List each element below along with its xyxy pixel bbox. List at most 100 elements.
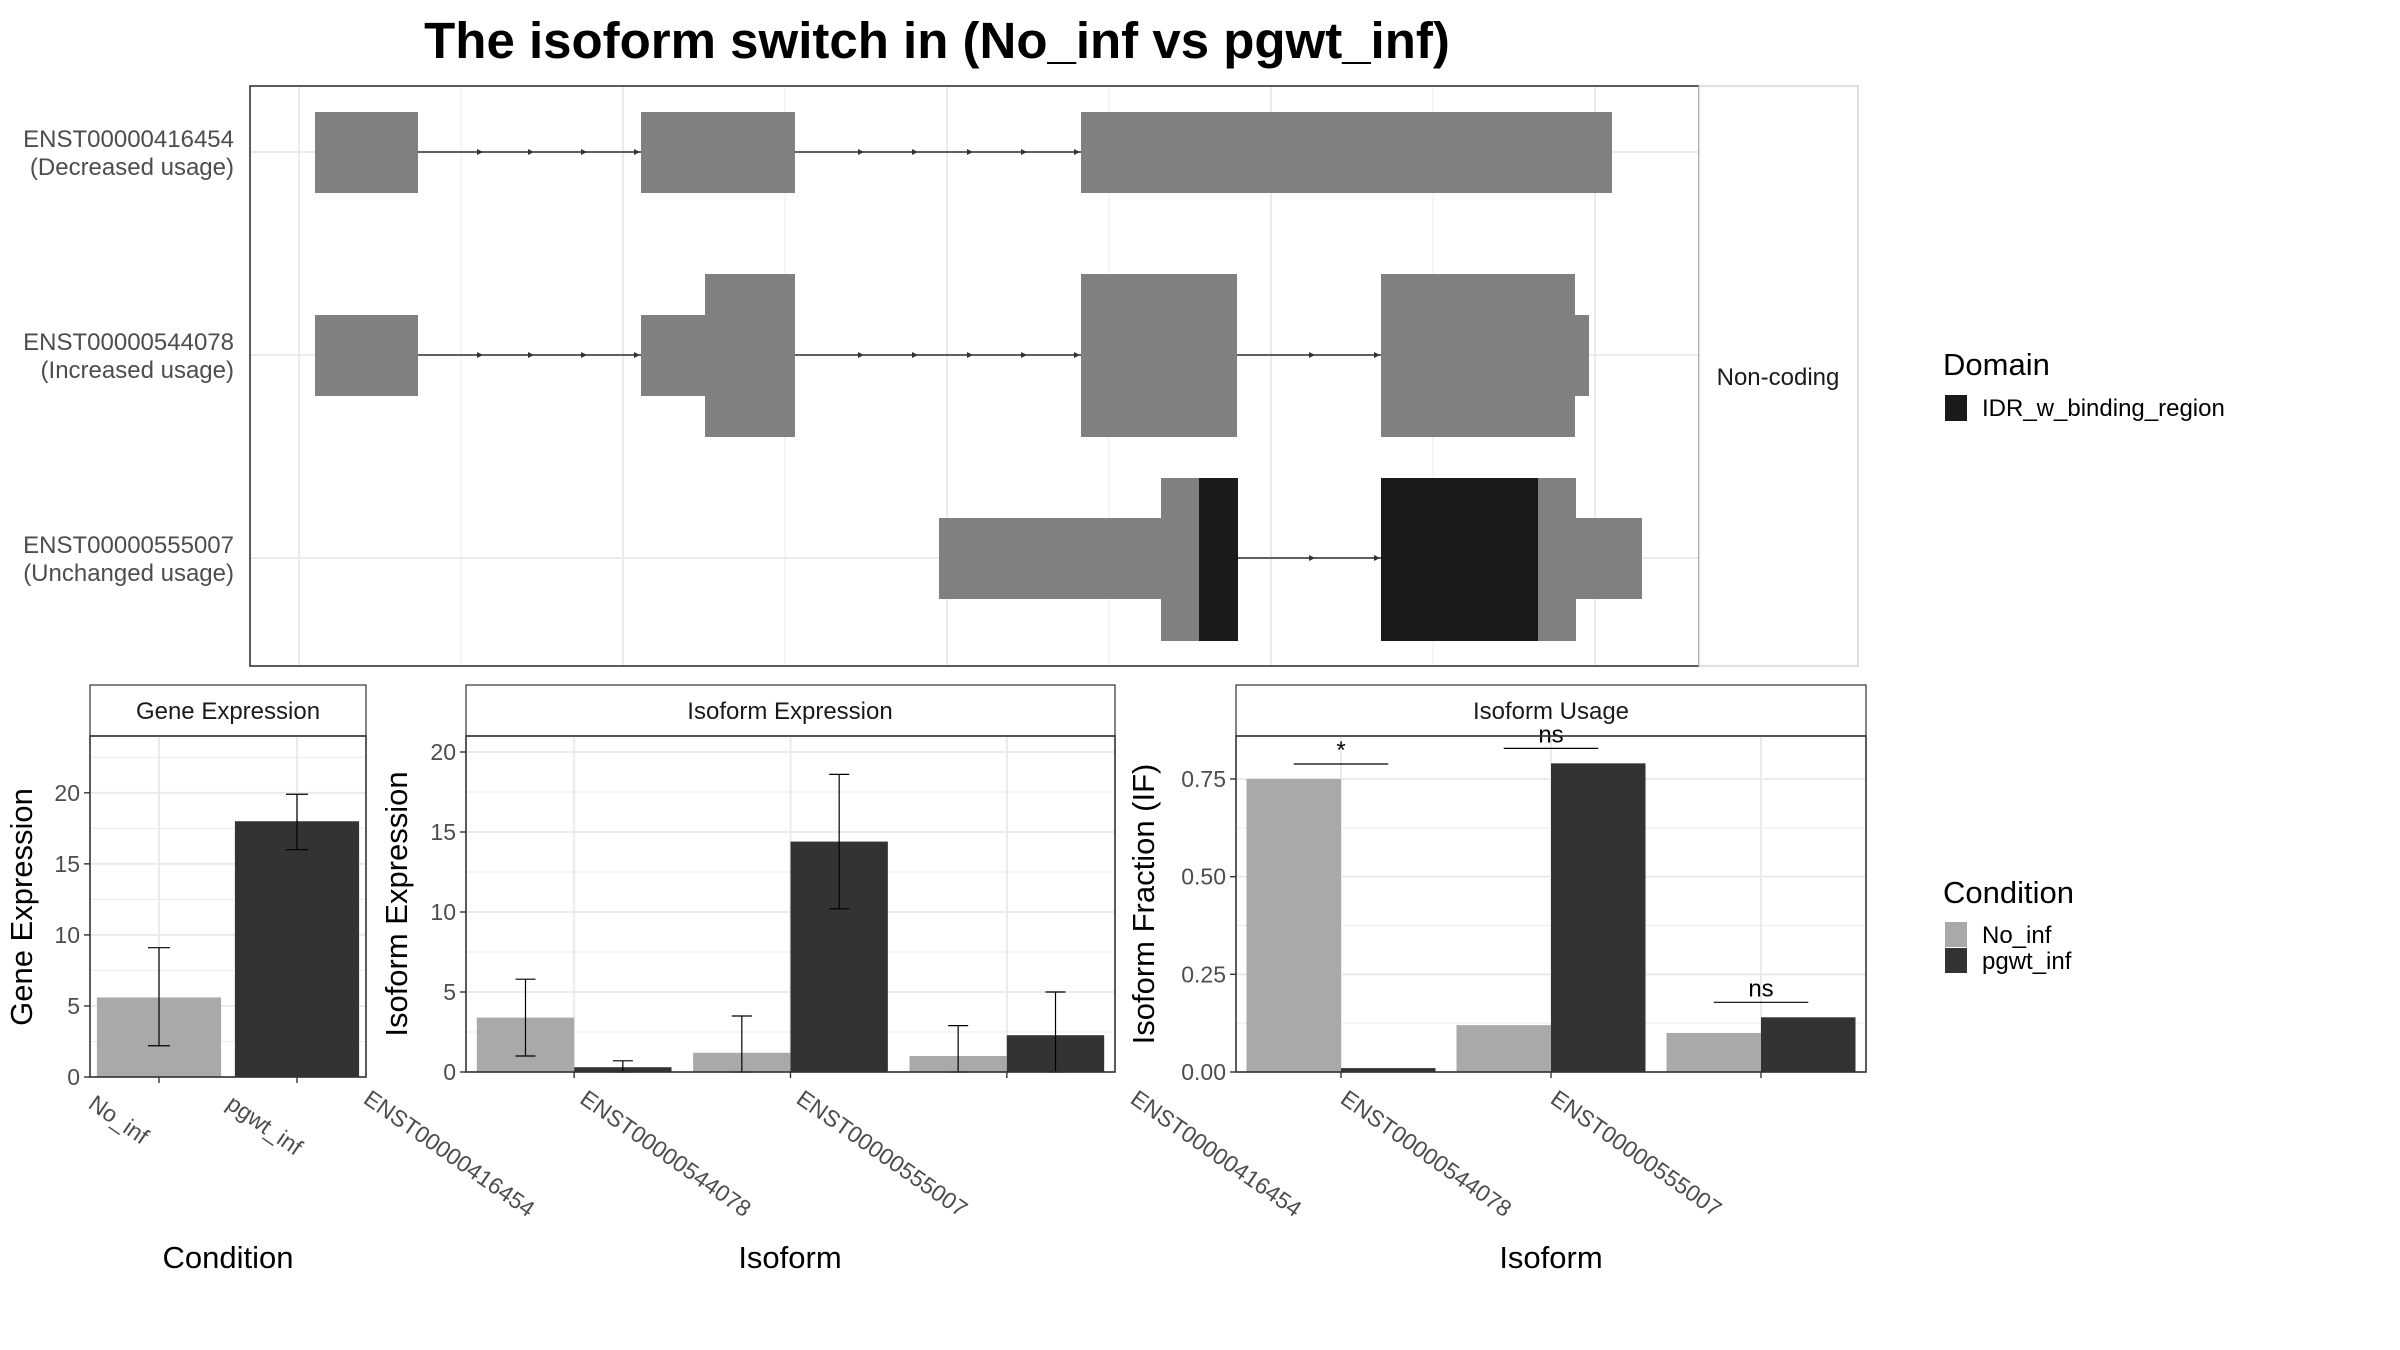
intron-arrow xyxy=(912,352,918,358)
intron-arrow xyxy=(1309,555,1315,561)
x-tick-label: No_inf xyxy=(84,1090,154,1150)
transcript-status-label: (Increased usage) xyxy=(41,357,234,384)
transcript-labels: ENST00000416454 (Decreased usage) ENST00… xyxy=(23,126,234,587)
exon xyxy=(315,315,418,396)
isoform-usage-strip-bg xyxy=(1235,684,1867,737)
condition-legend-title: Condition xyxy=(1943,875,2074,910)
intron-arrow xyxy=(477,149,483,155)
transcript-structure-panel: Non-coding ENST00000416454 (Decreased us… xyxy=(23,85,1859,667)
exon xyxy=(1161,478,1199,641)
gene-strip-bg xyxy=(89,684,367,737)
exon xyxy=(1081,112,1612,193)
condition-legend-swatch-pgwt-inf xyxy=(1945,948,1967,973)
x-tick-label: ENST00000544078 xyxy=(576,1085,756,1222)
condition-legend-label: pgwt_inf xyxy=(1982,948,2072,975)
isoform-expr-axis-ticks: 0 5 10 15 20 ENST00000416454 ENST00000544078 EN… xyxy=(359,739,1008,1222)
isoform-expr-bars xyxy=(476,773,1105,1073)
exon xyxy=(1199,478,1238,641)
isoform-usage-strip-label: Isoform Usage xyxy=(1473,698,1629,725)
y-tick-label: 15 xyxy=(430,819,456,845)
y-tick-label: 15 xyxy=(54,851,80,877)
exon xyxy=(939,518,1161,599)
y-tick-label: 0.00 xyxy=(1181,1059,1226,1085)
bar xyxy=(1246,778,1341,1072)
intron-arrow xyxy=(967,352,973,358)
isoform-expr-strip-bg xyxy=(465,684,1116,737)
bar xyxy=(1551,763,1646,1072)
condition-legend: Condition No_inf pgwt_inf xyxy=(1943,875,2074,975)
y-tick-label: 20 xyxy=(430,739,456,765)
bar xyxy=(1761,1017,1856,1072)
exon xyxy=(315,112,418,193)
bar xyxy=(1456,1025,1551,1072)
domain-legend-label: IDR_w_binding_region xyxy=(1982,395,2225,422)
intron-arrow xyxy=(634,352,640,358)
intron-arrow xyxy=(581,352,587,358)
bar xyxy=(234,821,360,1077)
bar xyxy=(1341,1068,1436,1072)
x-tick-label: ENST00000544078 xyxy=(1336,1085,1516,1222)
y-tick-label: 0 xyxy=(67,1064,80,1090)
intron-arrow xyxy=(581,149,587,155)
transcript-status-label: (Decreased usage) xyxy=(30,154,234,181)
exon xyxy=(1381,274,1575,437)
y-tick-label: 5 xyxy=(67,993,80,1019)
significance-label: ns xyxy=(1538,721,1563,748)
significance-label: * xyxy=(1336,737,1345,764)
intron-arrow xyxy=(1309,352,1315,358)
isoform-usage-bars: * ns ns xyxy=(1246,721,1856,1072)
isoform-expr-strip-label: Isoform Expression xyxy=(687,698,892,725)
chart-title: The isoform switch in (No_inf vs pgwt_in… xyxy=(424,12,1450,69)
exon xyxy=(1575,315,1589,396)
gene-y-axis-title: Gene Expression xyxy=(4,788,39,1026)
structure-facet-label: Non-coding xyxy=(1717,364,1840,391)
isoform-usage-y-axis-title: Isoform Fraction (IF) xyxy=(1126,764,1161,1045)
y-tick-label: 0.25 xyxy=(1181,961,1226,987)
domain-legend-swatch xyxy=(1945,395,1967,421)
exon xyxy=(1381,478,1538,641)
isoform-expr-x-axis-title: Isoform xyxy=(738,1240,841,1275)
intron-arrow xyxy=(912,149,918,155)
y-tick-label: 5 xyxy=(443,979,456,1005)
intron-arrow xyxy=(1374,352,1380,358)
gene-strip-label: Gene Expression xyxy=(136,698,320,725)
y-tick-label: 0.50 xyxy=(1181,864,1226,890)
intron-arrow xyxy=(858,149,864,155)
intron-arrow xyxy=(1021,149,1027,155)
exon xyxy=(1538,478,1576,641)
y-tick-label: 10 xyxy=(54,922,80,948)
isoform-expression-panel: Isoform Expression 0 5 10 15 20 ENST000004164… xyxy=(359,684,1116,1275)
transcript-id-label: ENST00000544078 xyxy=(23,329,234,356)
transcript-id-label: ENST00000416454 xyxy=(23,126,234,153)
transcript-status-label: (Unchanged usage) xyxy=(23,560,234,587)
gene-bars xyxy=(96,793,360,1077)
isoform-usage-panel: Isoform Usage * ns ns 0.00 0.25 0.50 0.75 ENST… xyxy=(1126,684,1867,1275)
exon xyxy=(1081,274,1237,437)
y-tick-label: 10 xyxy=(430,899,456,925)
intron-arrow xyxy=(1021,352,1027,358)
intron-arrow xyxy=(967,149,973,155)
x-tick-label: pgwt_inf xyxy=(222,1090,308,1161)
intron-arrow xyxy=(1374,555,1380,561)
condition-legend-swatch-no-inf xyxy=(1945,922,1967,947)
gene-expression-panel: Gene Expression 0 5 10 15 20 No_inf pgwt_inf G… xyxy=(4,684,367,1275)
intron-arrow xyxy=(858,352,864,358)
intron-arrow xyxy=(528,149,534,155)
condition-legend-label: No_inf xyxy=(1982,922,2052,949)
intron-arrow xyxy=(634,149,640,155)
isoform-expr-y-axis-title: Isoform Expression xyxy=(379,771,414,1036)
gene-x-axis-title: Condition xyxy=(163,1240,294,1275)
x-tick-label: ENST00000555007 xyxy=(792,1085,972,1222)
y-tick-label: 20 xyxy=(54,780,80,806)
exon xyxy=(641,112,795,193)
intron-arrow xyxy=(1074,149,1080,155)
domain-legend-title: Domain xyxy=(1943,347,2050,382)
gene-plot-frame xyxy=(89,735,367,1078)
exon xyxy=(1576,518,1642,599)
domain-legend: Domain IDR_w_binding_region xyxy=(1943,347,2225,422)
bar xyxy=(1666,1032,1761,1072)
exon xyxy=(705,274,795,437)
intron-arrow xyxy=(1074,352,1080,358)
